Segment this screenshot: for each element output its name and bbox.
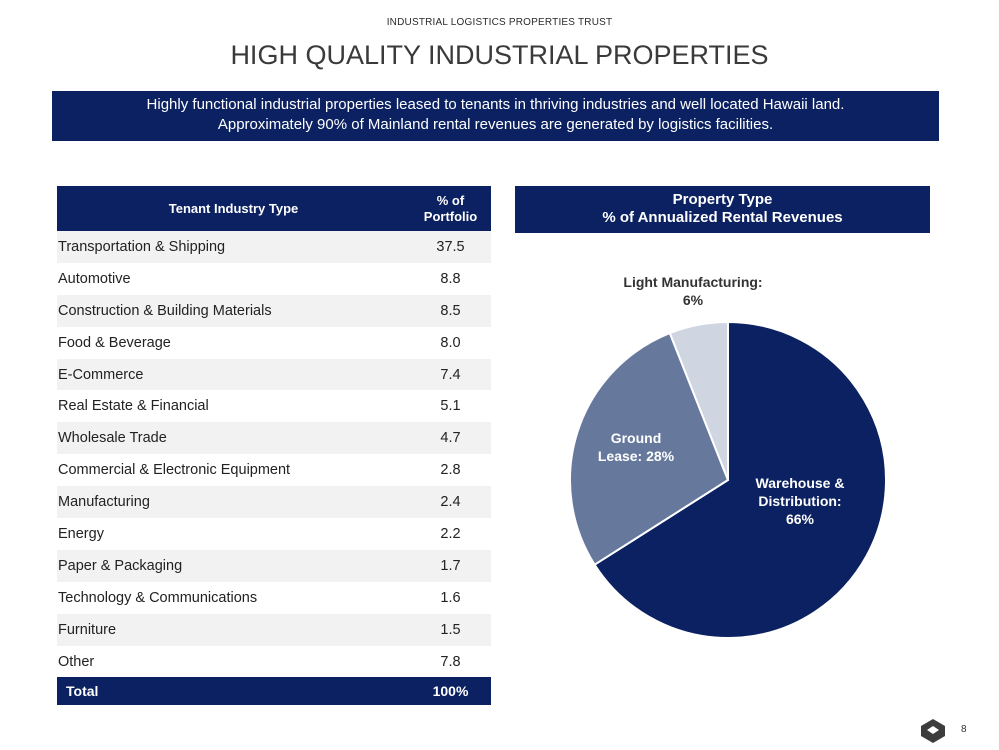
table-header-row: Tenant Industry Type % of Portfolio	[57, 186, 491, 231]
industry-percent: 8.0	[410, 326, 491, 359]
industry-name: Construction & Building Materials	[57, 294, 410, 327]
industry-name: Manufacturing	[57, 486, 410, 519]
industry-percent: 7.4	[410, 358, 491, 391]
industry-name: Food & Beverage	[57, 326, 410, 359]
industry-percent: 5.1	[410, 390, 491, 423]
table-total-row: Total 100%	[57, 677, 491, 706]
pie-slice-label-line: 66%	[786, 511, 815, 527]
industry-percent: 8.5	[410, 294, 491, 327]
banner-line-2: Approximately 90% of Mainland rental rev…	[217, 116, 774, 133]
table-row: Wholesale Trade 4.7	[57, 422, 491, 455]
total-label: Total	[57, 677, 410, 706]
column-header-percent: % of Portfolio	[410, 186, 491, 231]
table-row: Construction & Building Materials 8.5	[57, 294, 491, 327]
pie-slice-label: Warehouse & Distribution: 66%	[756, 475, 845, 527]
pie-title-line-1: Property Type	[672, 191, 773, 208]
pie-slice-label-line: Lease: 28%	[598, 448, 675, 464]
industry-name: Wholesale Trade	[57, 422, 410, 455]
industry-percent: 7.8	[410, 645, 491, 678]
table-row: Furniture 1.5	[57, 613, 491, 646]
table-row: Food & Beverage 8.0	[57, 326, 491, 359]
table-row: Manufacturing 2.4	[57, 486, 491, 519]
industry-name: Energy	[57, 518, 410, 550]
industry-name: Automotive	[57, 262, 410, 295]
pie-slice	[668, 320, 729, 481]
company-logo-icon	[921, 719, 945, 743]
pie-slice-label-line: Light Manufacturing:	[623, 274, 762, 290]
table-row: Commercial & Electronic Equipment 2.8	[57, 454, 491, 487]
industry-percent: 37.5	[410, 231, 491, 263]
pie-slice-label-line: Warehouse &	[756, 475, 845, 491]
industry-percent: 2.2	[410, 518, 491, 550]
industry-name: E-Commerce	[57, 358, 410, 391]
industry-percent: 4.7	[410, 422, 491, 455]
pie-slice-label: Light Manufacturing: 6%	[623, 274, 762, 308]
industry-name: Furniture	[57, 613, 410, 646]
industry-percent: 1.5	[410, 613, 491, 646]
pie-chart-header: Property Type % of Annualized Rental Rev…	[515, 186, 930, 233]
industry-percent: 2.8	[410, 454, 491, 487]
table-row: Transportation & Shipping 37.5	[57, 231, 491, 263]
pie-slice	[593, 320, 887, 639]
table-row: Automotive 8.8	[57, 262, 491, 295]
summary-banner: Highly functional industrial properties …	[52, 91, 939, 141]
company-name: INDUSTRIAL LOGISTICS PROPERTIES TRUST	[386, 17, 613, 28]
pie-slice-label-line: Distribution:	[758, 493, 841, 509]
industry-name: Real Estate & Financial	[57, 390, 410, 423]
table-row: Energy 2.2	[57, 518, 491, 550]
table-row: E-Commerce 7.4	[57, 358, 491, 391]
tenant-industry-table: Tenant Industry Type % of Portfolio Tran…	[57, 186, 491, 706]
pie-title-line-2: % of Annualized Rental Revenues	[602, 209, 843, 226]
table-row: Real Estate & Financial 5.1	[57, 390, 491, 423]
pie-slice-label-line: Ground	[611, 430, 662, 446]
table-row: Other 7.8	[57, 645, 491, 678]
table-row: Technology & Communications 1.6	[57, 581, 491, 614]
industry-name: Technology & Communications	[57, 581, 410, 614]
banner-line-1: Highly functional industrial properties …	[146, 96, 845, 113]
page-number: 8	[961, 724, 967, 735]
industry-percent: 1.7	[410, 549, 491, 582]
industry-name: Other	[57, 645, 410, 678]
column-header-industry: Tenant Industry Type	[57, 186, 410, 231]
table-row: Paper & Packaging 1.7	[57, 549, 491, 582]
industry-name: Commercial & Electronic Equipment	[57, 454, 410, 487]
industry-name: Transportation & Shipping	[57, 231, 410, 263]
pie-slice-label: Ground Lease: 28%	[598, 430, 675, 464]
pie-slice	[569, 331, 730, 567]
total-value: 100%	[410, 677, 491, 706]
page-title: HIGH QUALITY INDUSTRIAL PROPERTIES	[230, 40, 769, 70]
industry-percent: 8.8	[410, 262, 491, 295]
industry-percent: 2.4	[410, 486, 491, 519]
industry-name: Paper & Packaging	[57, 549, 410, 582]
column-header-percent-line-2: Portfolio	[423, 208, 478, 224]
industry-percent: 1.6	[410, 581, 491, 614]
pie-slice-label-line: 6%	[683, 292, 704, 308]
column-header-percent-line-1: % of	[436, 192, 465, 208]
